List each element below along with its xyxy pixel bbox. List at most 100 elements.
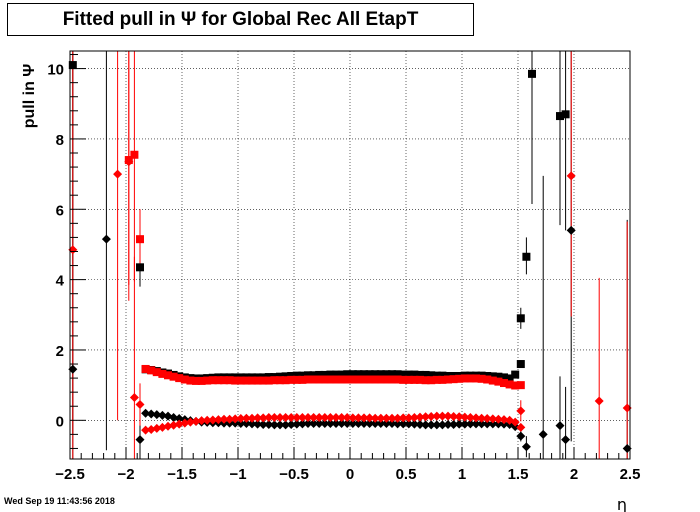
data-point-square	[511, 370, 520, 379]
title-box: Fitted pull in Ψ for Global Rec All Etap…	[7, 3, 474, 36]
data-point-diamond	[141, 408, 151, 418]
data-point-diamond	[477, 419, 487, 429]
data-point-diamond	[292, 412, 302, 422]
data-point-square	[197, 376, 206, 385]
data-point-diamond	[387, 413, 397, 423]
data-point-square	[298, 371, 307, 380]
y-tick-label: 4	[56, 273, 65, 290]
data-point-square	[505, 380, 514, 389]
data-point-diamond	[622, 443, 632, 453]
data-point-diamond	[415, 420, 425, 430]
data-point-square	[388, 375, 396, 384]
data-point-square	[382, 370, 391, 379]
data-point-diamond	[163, 421, 173, 431]
data-point-diamond	[309, 412, 319, 422]
data-point-diamond	[432, 411, 442, 421]
data-point-diamond	[331, 412, 341, 422]
data-point-square	[483, 375, 492, 384]
data-point-square	[270, 376, 279, 385]
data-point-diamond	[454, 419, 464, 429]
data-point-square	[264, 376, 273, 385]
data-point-diamond	[337, 418, 347, 428]
data-point-diamond	[488, 414, 498, 424]
data-point-diamond	[482, 419, 492, 429]
data-point-square	[231, 376, 240, 385]
data-point-diamond	[594, 396, 604, 406]
data-point-diamond	[297, 412, 307, 422]
data-point-diamond	[359, 413, 369, 423]
data-point-diamond	[493, 419, 503, 429]
data-point-square	[337, 375, 346, 384]
data-point-diamond	[286, 412, 296, 422]
data-point-diamond	[236, 418, 246, 428]
data-point-diamond	[303, 418, 313, 428]
data-point-square	[253, 376, 262, 385]
data-point-square	[130, 150, 139, 159]
data-point-diamond	[443, 411, 453, 421]
data-point-square	[214, 376, 223, 385]
data-point-diamond	[561, 435, 571, 445]
y-tick-label: 8	[56, 132, 64, 149]
data-point-diamond	[286, 420, 296, 430]
data-point-diamond	[488, 419, 498, 429]
x-tick-label: 2.5	[620, 466, 641, 483]
y-axis-label: pull in Ψ	[21, 64, 38, 129]
data-point-diamond	[342, 412, 352, 422]
data-point-square	[292, 371, 301, 380]
data-point-square	[158, 369, 167, 378]
data-point-square	[343, 370, 352, 379]
data-point-diamond	[538, 429, 548, 439]
data-point-diamond	[376, 413, 386, 423]
data-point-diamond	[314, 418, 324, 428]
data-point-diamond	[516, 406, 526, 416]
x-tick-label: −2	[117, 466, 134, 483]
data-point-square	[169, 372, 178, 381]
data-point-square	[337, 370, 346, 379]
data-point-diamond	[415, 412, 425, 422]
data-point-diamond	[275, 420, 285, 430]
data-point-square	[360, 375, 368, 384]
data-point-diamond	[348, 413, 358, 423]
data-point-square	[522, 252, 531, 261]
data-point-square	[348, 370, 357, 379]
data-point-square	[511, 381, 520, 390]
data-point-diamond	[185, 417, 195, 427]
data-point-square	[276, 376, 284, 385]
data-point-square	[354, 375, 363, 384]
grid-lines	[70, 51, 630, 459]
data-point-diamond	[230, 414, 240, 424]
data-point-diamond	[465, 412, 475, 422]
data-point-diamond	[236, 414, 246, 424]
data-point-square	[410, 370, 419, 379]
data-point-square	[460, 374, 469, 383]
data-point-diamond	[443, 420, 453, 430]
data-point-diamond	[477, 413, 487, 423]
data-point-square	[281, 376, 290, 385]
data-point-square	[393, 375, 402, 384]
data-point-diamond	[426, 411, 436, 421]
data-point-square	[326, 370, 335, 379]
data-point-square	[242, 376, 251, 385]
data-point-diamond	[180, 418, 190, 428]
data-point-diamond	[258, 420, 268, 430]
data-point-diamond	[510, 422, 520, 432]
data-point-square	[500, 373, 508, 382]
x-tick-label: −1.5	[167, 466, 197, 483]
data-point-diamond	[292, 419, 302, 429]
data-point-diamond	[353, 413, 363, 423]
data-point-square	[556, 112, 564, 121]
data-point-diamond	[281, 420, 291, 430]
data-point-square	[304, 375, 312, 384]
data-point-diamond	[493, 414, 503, 424]
data-point-square	[399, 370, 408, 379]
data-point-square	[136, 235, 144, 244]
data-point-square	[326, 375, 335, 384]
data-point-diamond	[325, 412, 335, 422]
data-point-diamond	[398, 419, 408, 429]
data-point-square	[332, 370, 340, 379]
data-point-diamond	[421, 420, 431, 430]
x-axis-label: η	[617, 495, 627, 512]
data-point-square	[432, 375, 441, 384]
data-point-square	[432, 371, 441, 380]
